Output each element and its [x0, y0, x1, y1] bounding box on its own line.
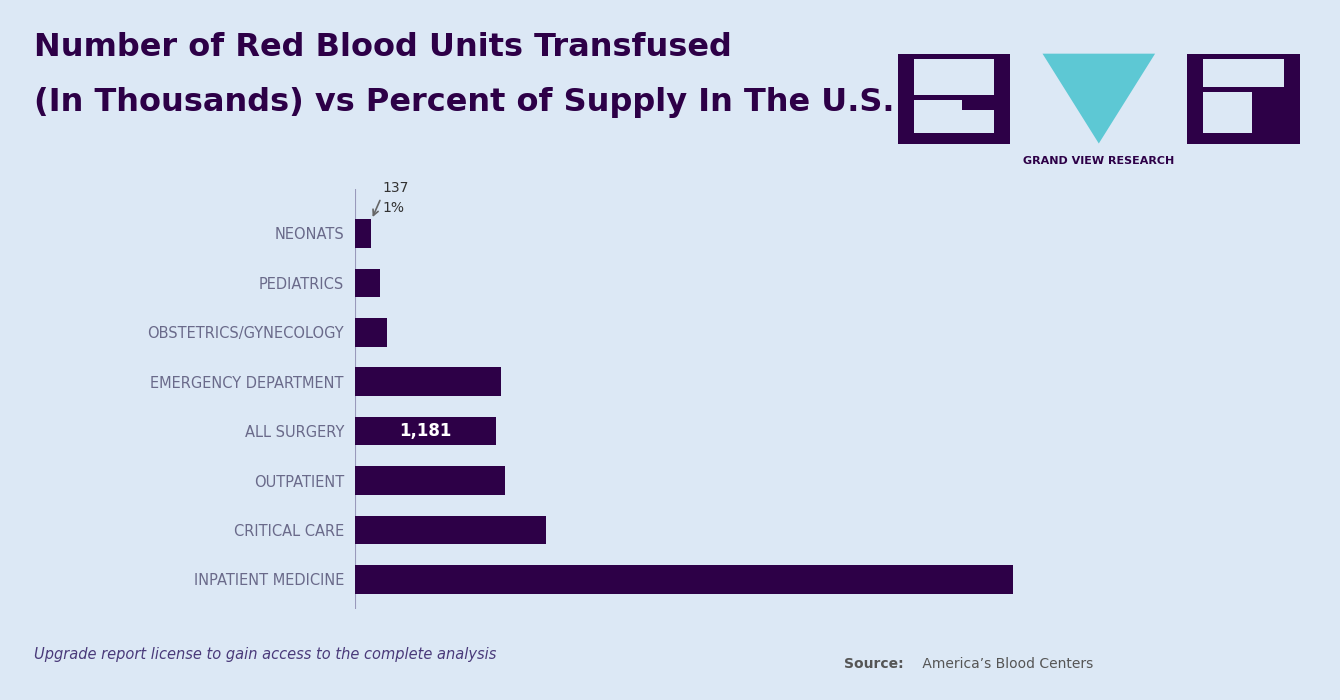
Bar [355, 219, 371, 248]
Bar [355, 318, 387, 346]
Polygon shape [1043, 54, 1155, 144]
Bar [898, 54, 1010, 144]
Bar [355, 416, 496, 445]
Bar [962, 94, 1010, 110]
Text: GRAND VIEW RESEARCH: GRAND VIEW RESEARCH [1024, 156, 1174, 167]
Bar [355, 516, 547, 545]
Bar [1187, 54, 1300, 144]
Bar [914, 100, 994, 133]
Text: America’s Blood Centers: America’s Blood Centers [918, 657, 1093, 671]
Bar [355, 565, 1013, 594]
Text: 1,181: 1,181 [399, 422, 452, 440]
Bar [355, 269, 381, 298]
Bar [355, 466, 505, 495]
Text: 137: 137 [382, 181, 409, 195]
Text: Source:: Source: [844, 657, 903, 671]
Bar [1203, 59, 1284, 87]
Bar [914, 59, 994, 94]
Bar [1203, 92, 1252, 133]
Text: Number of Red Blood Units Transfused: Number of Red Blood Units Transfused [34, 32, 732, 62]
Text: (In Thousands) vs Percent of Supply In The U.S.: (In Thousands) vs Percent of Supply In T… [34, 88, 894, 118]
Bar [355, 368, 501, 396]
Text: 1%: 1% [382, 201, 405, 215]
Text: Upgrade report license to gain access to the complete analysis: Upgrade report license to gain access to… [34, 647, 496, 662]
